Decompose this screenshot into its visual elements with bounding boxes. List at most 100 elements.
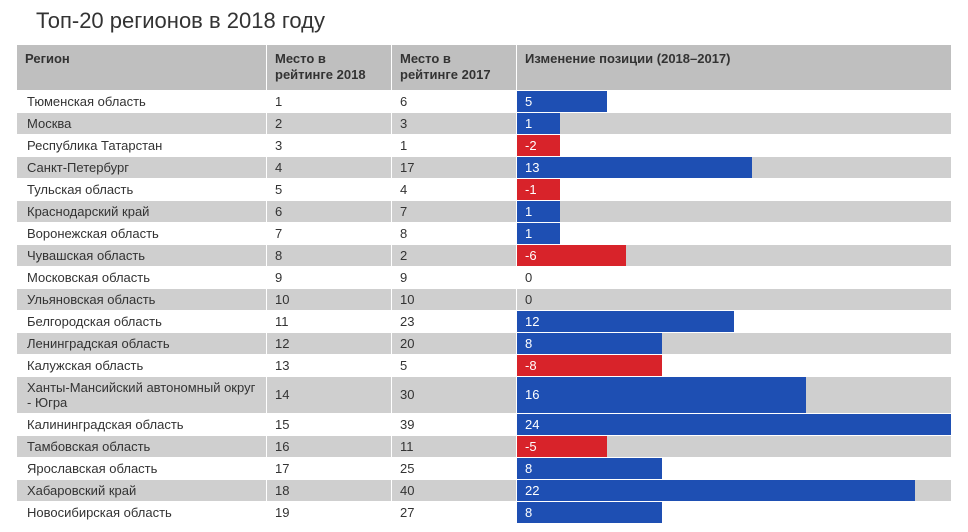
cell-rank-2017: 7 bbox=[392, 200, 517, 222]
table-row: Московская область990 bbox=[17, 266, 952, 288]
cell-change: 8 bbox=[517, 501, 952, 523]
change-bar: 8 bbox=[517, 458, 662, 479]
change-bar: 1 bbox=[517, 113, 560, 134]
col-rank-2018: Место в рейтинге 2018 bbox=[267, 45, 392, 91]
cell-change: -5 bbox=[517, 435, 952, 457]
table-row: Москва231 bbox=[17, 112, 952, 134]
cell-region: Ярославская область bbox=[17, 457, 267, 479]
rankings-table: Регион Место в рейтинге 2018 Место в рей… bbox=[16, 44, 952, 524]
cell-region: Московская область bbox=[17, 266, 267, 288]
cell-region: Москва bbox=[17, 112, 267, 134]
cell-rank-2017: 2 bbox=[392, 244, 517, 266]
cell-rank-2018: 15 bbox=[267, 413, 392, 435]
cell-region: Санкт-Петербург bbox=[17, 156, 267, 178]
table-row: Ханты-Мансийский автономный округ - Югра… bbox=[17, 376, 952, 413]
cell-rank-2018: 11 bbox=[267, 310, 392, 332]
table-row: Тамбовская область1611-5 bbox=[17, 435, 952, 457]
change-bar: -5 bbox=[517, 436, 607, 457]
change-bar: -2 bbox=[517, 135, 560, 156]
change-bar: 1 bbox=[517, 201, 560, 222]
cell-change: -8 bbox=[517, 354, 952, 376]
cell-rank-2018: 10 bbox=[267, 288, 392, 310]
change-bar: -8 bbox=[517, 355, 662, 376]
change-bar: 8 bbox=[517, 502, 662, 523]
change-bar: 8 bbox=[517, 333, 662, 354]
cell-rank-2017: 10 bbox=[392, 288, 517, 310]
table-row: Новосибирская область19278 bbox=[17, 501, 952, 523]
cell-change: 0 bbox=[517, 266, 952, 288]
cell-region: Республика Татарстан bbox=[17, 134, 267, 156]
cell-region: Ленинградская область bbox=[17, 332, 267, 354]
table-row: Республика Татарстан31-2 bbox=[17, 134, 952, 156]
cell-rank-2018: 14 bbox=[267, 376, 392, 413]
change-bar: 0 bbox=[517, 267, 540, 288]
table-row: Ульяновская область10100 bbox=[17, 288, 952, 310]
table-header: Регион Место в рейтинге 2018 Место в рей… bbox=[17, 45, 952, 91]
cell-change: -1 bbox=[517, 178, 952, 200]
change-bar: 1 bbox=[517, 223, 560, 244]
cell-region: Белгородская область bbox=[17, 310, 267, 332]
col-rank-2017: Место в рейтинге 2017 bbox=[392, 45, 517, 91]
cell-rank-2017: 8 bbox=[392, 222, 517, 244]
cell-change: -6 bbox=[517, 244, 952, 266]
cell-change: 1 bbox=[517, 200, 952, 222]
cell-rank-2017: 1 bbox=[392, 134, 517, 156]
cell-region: Чувашская область bbox=[17, 244, 267, 266]
cell-rank-2017: 3 bbox=[392, 112, 517, 134]
col-change: Изменение позиции (2018–2017) bbox=[517, 45, 952, 91]
cell-rank-2018: 18 bbox=[267, 479, 392, 501]
cell-region: Тульская область bbox=[17, 178, 267, 200]
table-row: Тюменская область165 bbox=[17, 90, 952, 112]
cell-change: 5 bbox=[517, 90, 952, 112]
cell-rank-2017: 20 bbox=[392, 332, 517, 354]
change-bar: -6 bbox=[517, 245, 626, 266]
cell-rank-2018: 4 bbox=[267, 156, 392, 178]
cell-rank-2018: 8 bbox=[267, 244, 392, 266]
cell-rank-2018: 9 bbox=[267, 266, 392, 288]
cell-change: 22 bbox=[517, 479, 952, 501]
cell-change: 13 bbox=[517, 156, 952, 178]
cell-rank-2018: 19 bbox=[267, 501, 392, 523]
cell-rank-2017: 9 bbox=[392, 266, 517, 288]
cell-rank-2017: 17 bbox=[392, 156, 517, 178]
cell-region: Хабаровский край bbox=[17, 479, 267, 501]
table-row: Воронежская область781 bbox=[17, 222, 952, 244]
change-bar: 22 bbox=[517, 480, 915, 501]
cell-change: 8 bbox=[517, 332, 952, 354]
change-bar: 16 bbox=[517, 377, 806, 413]
cell-change: 12 bbox=[517, 310, 952, 332]
cell-change: 24 bbox=[517, 413, 952, 435]
table-row: Калужская область135-8 bbox=[17, 354, 952, 376]
cell-rank-2018: 6 bbox=[267, 200, 392, 222]
cell-rank-2018: 5 bbox=[267, 178, 392, 200]
cell-rank-2018: 16 bbox=[267, 435, 392, 457]
cell-region: Ханты-Мансийский автономный округ - Югра bbox=[17, 376, 267, 413]
cell-rank-2017: 6 bbox=[392, 90, 517, 112]
table-row: Белгородская область112312 bbox=[17, 310, 952, 332]
cell-region: Краснодарский край bbox=[17, 200, 267, 222]
cell-rank-2018: 17 bbox=[267, 457, 392, 479]
page-title: Топ-20 регионов в 2018 году bbox=[36, 8, 952, 34]
change-bar: -1 bbox=[517, 179, 560, 200]
cell-rank-2017: 39 bbox=[392, 413, 517, 435]
cell-rank-2018: 2 bbox=[267, 112, 392, 134]
table-row: Чувашская область82-6 bbox=[17, 244, 952, 266]
cell-change: 1 bbox=[517, 222, 952, 244]
cell-rank-2017: 30 bbox=[392, 376, 517, 413]
table-row: Ленинградская область12208 bbox=[17, 332, 952, 354]
table-row: Хабаровский край184022 bbox=[17, 479, 952, 501]
cell-region: Калининградская область bbox=[17, 413, 267, 435]
change-bar: 0 bbox=[517, 289, 540, 310]
cell-change: 1 bbox=[517, 112, 952, 134]
cell-rank-2017: 4 bbox=[392, 178, 517, 200]
cell-region: Тюменская область bbox=[17, 90, 267, 112]
cell-rank-2017: 11 bbox=[392, 435, 517, 457]
cell-rank-2018: 1 bbox=[267, 90, 392, 112]
cell-region: Воронежская область bbox=[17, 222, 267, 244]
table-row: Санкт-Петербург41713 bbox=[17, 156, 952, 178]
change-bar: 12 bbox=[517, 311, 734, 332]
table-row: Калининградская область153924 bbox=[17, 413, 952, 435]
table-row: Краснодарский край671 bbox=[17, 200, 952, 222]
cell-region: Калужская область bbox=[17, 354, 267, 376]
cell-rank-2017: 40 bbox=[392, 479, 517, 501]
